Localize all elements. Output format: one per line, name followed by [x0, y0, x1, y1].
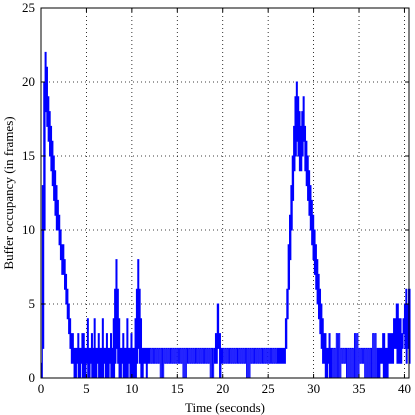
y-tick-label: 25	[22, 0, 35, 15]
label-layer: 0 5 10 15 20 25 30 35 40 0 5 10 15 20 25	[22, 0, 411, 396]
x-tick-label: 20	[216, 381, 229, 396]
x-tick-label: 10	[125, 381, 138, 396]
y-tick-label: 15	[22, 148, 35, 163]
x-axis-title: Time (seconds)	[185, 400, 265, 415]
y-axis-title: Buffer occupancy (in frames)	[1, 116, 16, 269]
x-tick-label: 25	[262, 381, 275, 396]
y-tick-label: 10	[22, 222, 35, 237]
x-tick-label: 40	[398, 381, 411, 396]
buffer-occupancy-line	[40, 51, 411, 379]
series-layer	[40, 51, 411, 379]
y-tick-label: 20	[22, 74, 35, 89]
plot-frame	[40, 7, 410, 379]
x-tick-label: 0	[38, 381, 45, 396]
x-tick-label: 15	[171, 381, 184, 396]
x-tick-label: 30	[307, 381, 320, 396]
y-tick-label: 5	[29, 296, 36, 311]
x-tick-label: 35	[353, 381, 366, 396]
tick-layer	[40, 7, 409, 379]
grid-layer	[41, 8, 409, 378]
y-tick-label: 0	[29, 370, 36, 385]
x-tick-label: 5	[83, 381, 90, 396]
